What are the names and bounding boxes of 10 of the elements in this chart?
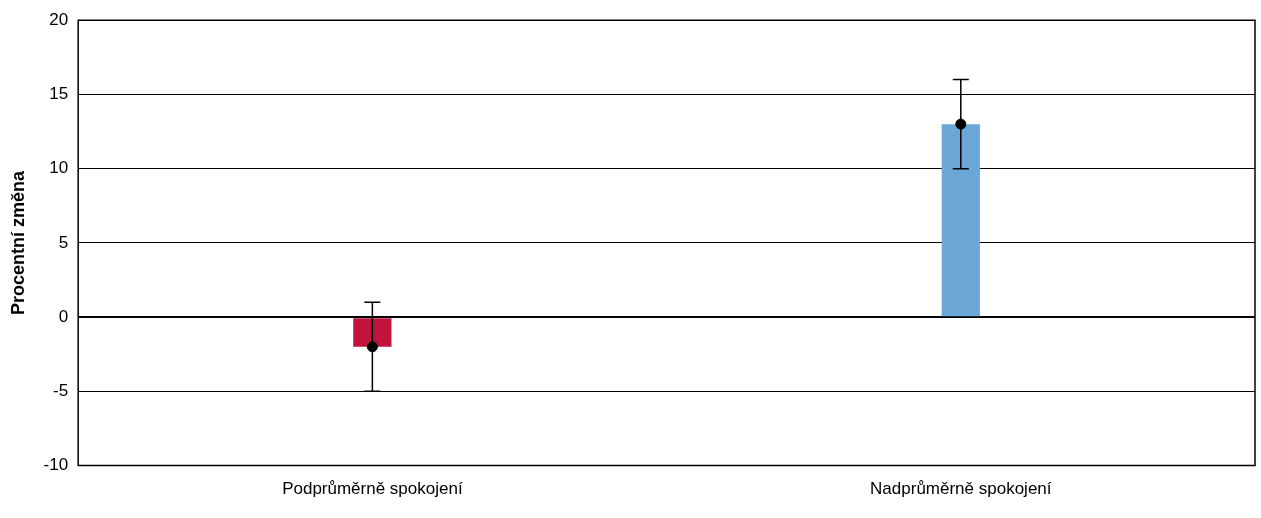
y-tick-label: 20 <box>49 9 69 29</box>
y-tick-label: 5 <box>58 232 69 252</box>
y-tick-label: -10 <box>43 455 69 475</box>
y-tick-label: 0 <box>58 306 69 326</box>
y-tick-label: -5 <box>53 381 69 401</box>
x-tick-label: Nadprůměrně spokojení <box>870 479 1052 499</box>
y-tick-label: 15 <box>49 84 69 104</box>
y-tick-label: 10 <box>49 158 69 178</box>
y-axis-title: Procentní změna <box>7 169 28 315</box>
x-tick-label: Podprůměrně spokojení <box>282 479 463 499</box>
